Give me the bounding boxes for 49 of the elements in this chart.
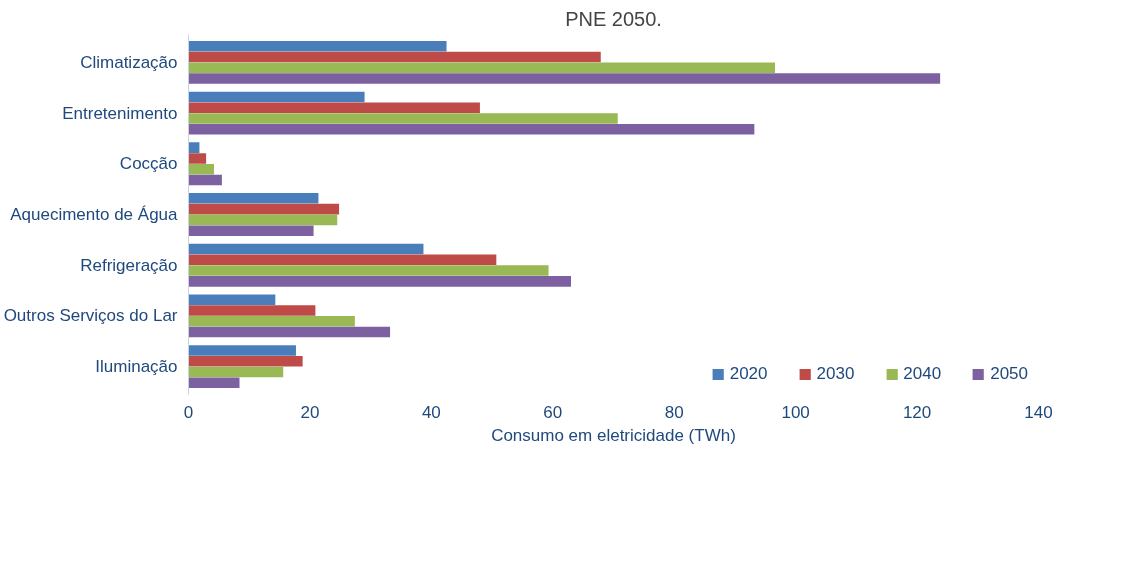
bar	[188, 265, 549, 276]
y-tick-label: Climatização	[80, 52, 178, 72]
chart-title: PNE 2050.	[565, 7, 662, 30]
legend-label: 2040	[903, 364, 942, 384]
x-tick-label: 80	[664, 402, 684, 422]
bar	[188, 153, 207, 164]
bar	[188, 73, 941, 84]
bar	[188, 254, 497, 266]
bar	[188, 40, 447, 52]
x-tick-label: 20	[300, 402, 320, 422]
x-tick-label: 100	[781, 402, 810, 422]
bar	[188, 326, 391, 338]
bar	[188, 91, 365, 103]
bar	[188, 193, 319, 204]
x-tick-label: 120	[902, 402, 932, 422]
bar	[188, 214, 338, 226]
legend-label: 2050	[990, 364, 1028, 384]
x-tick-label: 140	[1024, 402, 1053, 422]
bar	[188, 123, 755, 135]
y-tick-label: Outros Serviços do Lar	[3, 306, 178, 326]
bar	[188, 203, 340, 215]
bar	[188, 345, 296, 356]
y-tick-label: Refrigeração	[80, 255, 178, 275]
bar	[188, 294, 276, 306]
bar	[188, 243, 424, 255]
bar	[188, 377, 240, 389]
x-axis-title: Consumo em eletricidade (TWh)	[491, 425, 736, 445]
x-tick-label: 40	[421, 402, 441, 422]
x-tick-label: 60	[543, 402, 563, 422]
bar	[188, 305, 316, 316]
y-tick-label: Cocção	[119, 154, 178, 174]
bar	[188, 62, 775, 74]
bar	[188, 102, 480, 113]
legend-label: 2030	[816, 364, 855, 384]
bar	[188, 366, 284, 378]
legend-label: 2020	[729, 364, 768, 384]
bar	[188, 316, 355, 327]
y-tick-label: Entretenimento	[62, 103, 178, 123]
bar	[188, 113, 618, 124]
bar	[188, 163, 214, 175]
y-tick-label: Iluminação	[95, 357, 178, 377]
y-tick-label: Aquecimento de Água	[10, 205, 179, 224]
bar	[188, 276, 571, 287]
bar	[188, 225, 314, 236]
bar	[188, 174, 222, 186]
bar	[188, 355, 303, 367]
bar	[188, 51, 601, 63]
x-tick-label: 0	[183, 402, 194, 422]
bar	[188, 142, 200, 153]
